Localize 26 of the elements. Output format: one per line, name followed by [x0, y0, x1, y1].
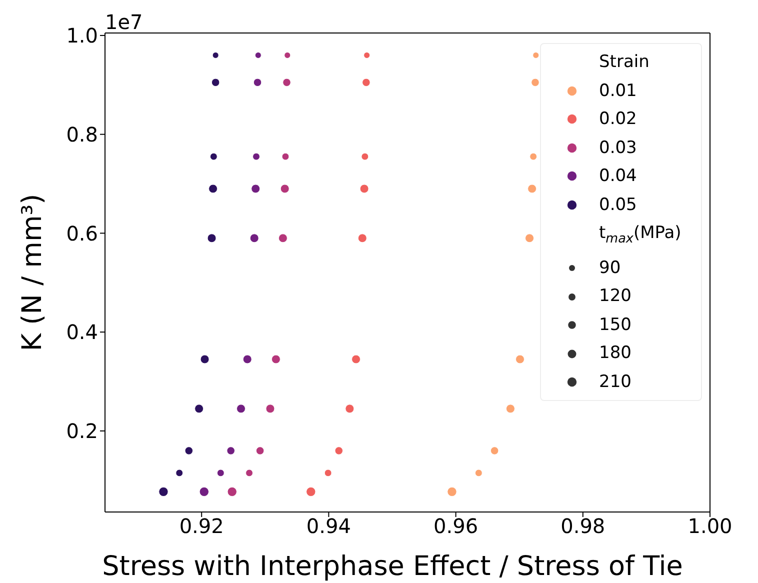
x-tick-label: 1.00	[688, 514, 732, 538]
legend-title: Strain	[598, 51, 650, 74]
x-tick-label: 0.96	[434, 514, 478, 538]
legend-label: 150	[599, 314, 632, 337]
legend-frame: Strain 0.01 0.02 0.03 0.04 0.05 t$_{max}$(MPa) 90 120 150 180 210	[540, 43, 702, 402]
y-tick-label: 0.6	[66, 221, 98, 246]
x-tick-label: 0.98	[560, 514, 606, 538]
annotation: 1e7	[105, 10, 143, 34]
y-tick-label: 0.2	[66, 419, 98, 444]
legend-label: 210	[599, 370, 632, 394]
x-tick-label: 0.94	[306, 514, 351, 538]
y-tick-label: 1.0	[66, 24, 98, 48]
legend-label: 0.01	[599, 80, 637, 102]
legend-label: 0.04	[599, 165, 637, 188]
x-axis-title: Stress with Interphase Effect / Stress of Tie	[102, 551, 683, 582]
y-tick-label: 0.8	[66, 122, 98, 146]
y-axis-title: K (N / mm³)	[17, 194, 48, 352]
legend-label: 0.02	[599, 108, 637, 131]
annotation: t$_{max}$(MPa)	[599, 223, 682, 246]
legend-label: 0.03	[599, 136, 637, 160]
legend-label: 0.05	[599, 194, 637, 216]
y-tick-label: 0.4	[66, 320, 98, 344]
legend-label: 90	[599, 256, 621, 280]
x-tick-label: 0.92	[179, 514, 224, 538]
legend-label: 120	[599, 285, 632, 308]
legend-label: 180	[599, 342, 632, 366]
